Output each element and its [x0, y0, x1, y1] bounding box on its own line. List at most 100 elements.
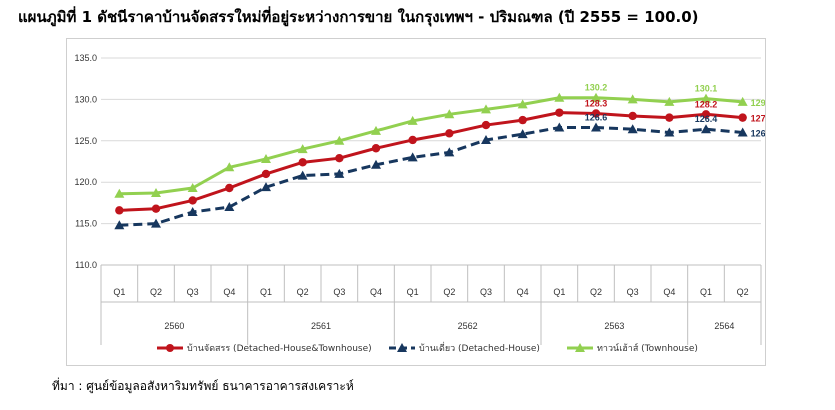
x-tick-label: Q2	[590, 287, 602, 297]
data-point	[591, 109, 601, 118]
data-point	[481, 104, 491, 114]
data-point	[445, 129, 454, 138]
series-line	[119, 111, 743, 212]
year-label: 2561	[311, 321, 331, 331]
data-point	[187, 182, 198, 192]
data-point	[518, 115, 527, 125]
legend-marker	[166, 344, 174, 352]
data-point	[407, 115, 418, 125]
data-point	[481, 120, 491, 130]
x-tick-label: Q1	[113, 287, 125, 297]
x-tick-label: Q4	[370, 287, 382, 297]
data-point	[701, 110, 711, 119]
x-tick-label: Q3	[627, 287, 639, 297]
data-point	[627, 124, 638, 134]
data-label: 127.8	[751, 114, 765, 124]
data-point	[554, 122, 565, 132]
data-point	[224, 162, 235, 172]
data-point	[371, 125, 381, 135]
year-label: 2564	[714, 321, 734, 331]
legend-label: บ้านเดี่ยว (Detached-House)	[419, 341, 540, 354]
data-point	[701, 93, 711, 103]
data-point	[554, 92, 565, 102]
data-point	[517, 129, 528, 139]
data-point	[444, 109, 455, 119]
x-tick-label: Q1	[407, 287, 419, 297]
data-point	[115, 206, 124, 215]
data-point	[665, 113, 674, 122]
data-point	[187, 207, 198, 217]
data-label: 130.1	[695, 84, 718, 94]
y-tick-label: 135.0	[74, 53, 97, 63]
source-note: ที่มา : ศูนย์ข้อมูลอสังหาริมทรัพย์ ธนาคา…	[52, 379, 354, 393]
x-tick-label: Q2	[297, 287, 309, 297]
data-label: 126.6	[585, 113, 608, 123]
data-point	[334, 135, 345, 145]
x-tick-label: Q2	[150, 287, 162, 297]
data-label: 126.0	[751, 129, 765, 139]
x-tick-label: Q4	[517, 287, 529, 297]
data-point	[297, 144, 308, 154]
series-line	[119, 126, 743, 227]
data-point	[224, 202, 235, 212]
line-chart: 110.0 115.0 120.0 125.0 130.0 135.0 Q1 Q2 Q3 Q4 Q1…	[74, 53, 765, 354]
x-tick-label: Q4	[663, 287, 675, 297]
data-point	[298, 158, 307, 167]
data-label: 129.7	[751, 98, 765, 108]
data-point	[114, 188, 125, 198]
data-point	[517, 99, 528, 109]
legend-marker	[575, 343, 585, 352]
x-tick-label: Q3	[333, 287, 345, 297]
series-line	[119, 96, 743, 196]
data-label: 126.4	[695, 114, 718, 124]
x-tick-label: Q3	[187, 287, 199, 297]
data-point	[334, 168, 345, 178]
legend-marker	[397, 343, 407, 352]
data-point	[151, 204, 161, 213]
data-label: 128.2	[695, 99, 718, 109]
data-point	[261, 169, 271, 179]
data-point	[335, 153, 344, 163]
data-point	[627, 94, 638, 104]
data-point	[737, 96, 748, 106]
x-tick-label: Q2	[737, 287, 749, 297]
data-point	[371, 159, 381, 169]
y-tick-label: 120.0	[74, 177, 97, 187]
data-point	[591, 92, 601, 102]
x-tick-label: Q1	[700, 287, 712, 297]
data-point	[664, 96, 675, 106]
y-tick-label: 125.0	[74, 136, 97, 146]
data-point	[591, 122, 601, 132]
data-point	[297, 170, 308, 180]
x-tick-label: Q1	[553, 287, 565, 297]
y-tick-label: 110.0	[75, 260, 97, 270]
year-label: 2560	[164, 321, 184, 331]
legend-label: บ้านจัดสรร (Detached-House&Townhouse)	[187, 343, 372, 354]
data-point	[371, 144, 381, 153]
data-point	[151, 218, 161, 228]
data-point	[481, 134, 491, 144]
data-point	[151, 187, 161, 197]
x-tick-label: Q3	[480, 287, 492, 297]
data-label: 130.2	[585, 83, 608, 93]
year-label: 2563	[604, 321, 624, 331]
data-point	[114, 220, 125, 230]
x-tick-label: Q2	[443, 287, 455, 297]
legend-label: ทาวน์เฮ้าส์ (Townhouse)	[597, 342, 698, 354]
chart-title: แผนภูมิที่ 1 ดัชนีราคาบ้านจัดสรรใหม่ที่อ…	[18, 8, 699, 26]
data-label: 128.3	[585, 98, 608, 108]
data-point	[225, 183, 234, 193]
data-point	[701, 124, 711, 134]
y-tick-label: 130.0	[74, 94, 97, 104]
data-point	[188, 196, 197, 205]
x-tick-label: Q4	[223, 287, 235, 297]
data-point	[261, 182, 271, 192]
chart-frame: 110.0 115.0 120.0 125.0 130.0 135.0 Q1 Q2 Q3 Q4 Q1…	[66, 38, 766, 366]
data-point	[664, 127, 675, 137]
y-tick-label: 115.0	[75, 219, 97, 229]
year-label: 2562	[458, 321, 478, 331]
x-tick-label: Q1	[260, 287, 272, 297]
data-point	[738, 113, 747, 122]
data-point	[261, 154, 271, 164]
data-point	[407, 152, 418, 162]
